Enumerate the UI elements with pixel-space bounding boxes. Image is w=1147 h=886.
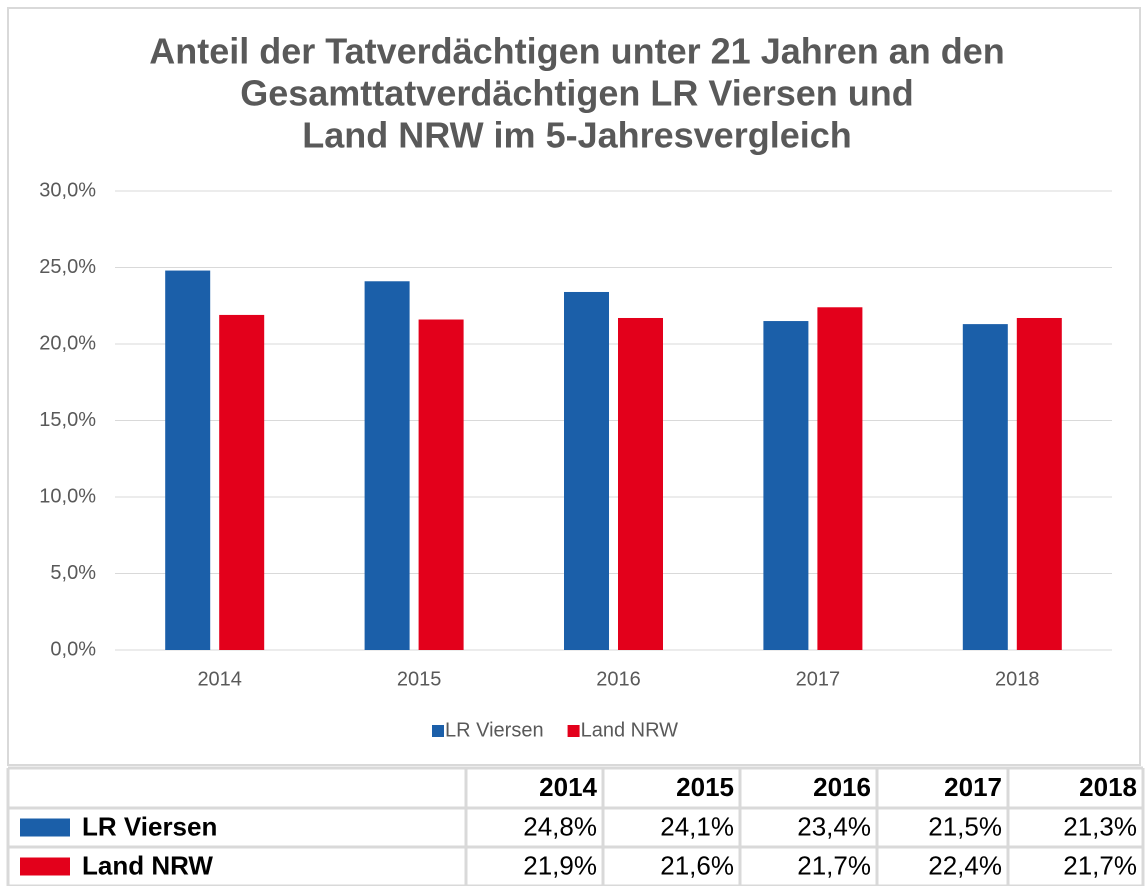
- x-tick-label: 2015: [397, 668, 442, 690]
- y-tick-label: 30,0%: [39, 179, 96, 201]
- table-header: 2015: [676, 772, 734, 802]
- bar: [418, 319, 464, 650]
- table-header: 2017: [944, 772, 1002, 802]
- table-header: 2016: [813, 772, 871, 802]
- chart-title: Gesamttatverdächtigen LR Viersen und: [240, 73, 914, 114]
- y-tick-label: 20,0%: [39, 332, 96, 354]
- y-tick-label: 25,0%: [39, 256, 96, 278]
- bar: [165, 270, 211, 650]
- bar: [962, 324, 1008, 650]
- bar: [1016, 317, 1062, 650]
- table-cell: 21,5%: [928, 811, 1002, 841]
- bar: [763, 321, 809, 650]
- table-header: 2014: [539, 772, 597, 802]
- table-cell: 24,8%: [523, 811, 597, 841]
- chart-title: Anteil der Tatverdächtigen unter 21 Jahr…: [149, 31, 1005, 72]
- legend-label: LR Viersen: [445, 719, 544, 741]
- y-tick-label: 5,0%: [50, 562, 96, 584]
- bar: [817, 307, 863, 650]
- table-cell: 21,6%: [660, 850, 734, 880]
- table-row-label: Land NRW: [82, 850, 213, 880]
- table-swatch: [20, 818, 70, 837]
- table-cell: 21,3%: [1063, 811, 1137, 841]
- table-cell: 23,4%: [797, 811, 871, 841]
- y-tick-label: 0,0%: [50, 638, 96, 660]
- y-tick-label: 10,0%: [39, 485, 96, 507]
- bar: [219, 314, 265, 650]
- table-cell: 22,4%: [928, 850, 1002, 880]
- table-cell: 21,9%: [523, 850, 597, 880]
- table-cell: 21,7%: [1063, 850, 1137, 880]
- table-row-label: LR Viersen: [82, 811, 217, 841]
- table-swatch: [20, 857, 70, 876]
- bar: [618, 317, 663, 650]
- legend-label: Land NRW: [581, 719, 679, 741]
- table-cell: 21,7%: [797, 850, 871, 880]
- legend-swatch: [432, 725, 444, 737]
- table-header: 2018: [1079, 772, 1137, 802]
- x-tick-label: 2017: [796, 668, 841, 690]
- chart-title: Land NRW im 5-Jahresvergleich: [302, 115, 852, 156]
- x-tick-label: 2014: [197, 668, 242, 690]
- x-tick-label: 2016: [596, 668, 641, 690]
- y-tick-label: 15,0%: [39, 409, 96, 431]
- legend-swatch: [567, 725, 580, 737]
- x-tick-label: 2018: [995, 668, 1040, 690]
- table-cell: 24,1%: [660, 811, 734, 841]
- bar: [564, 291, 609, 650]
- bar: [364, 281, 410, 650]
